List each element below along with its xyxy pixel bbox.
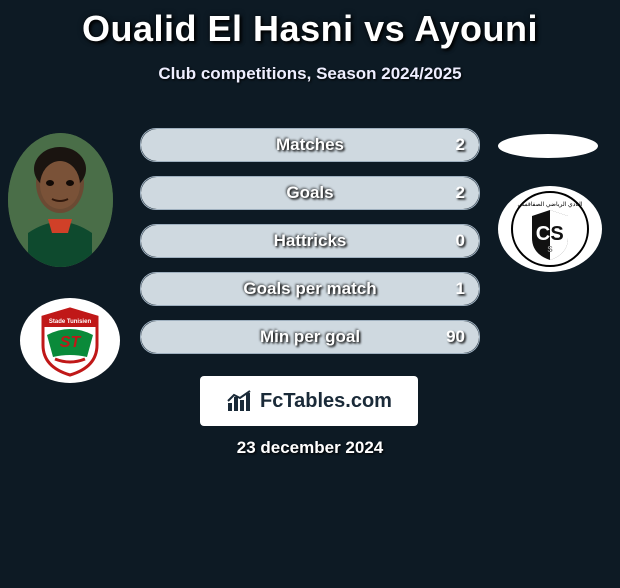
club-logo-left: Stade Tunisien ST	[20, 298, 120, 383]
date-text: 23 december 2024	[0, 438, 620, 458]
page-subtitle: Club competitions, Season 2024/2025	[0, 64, 620, 84]
stat-bar-hattricks: Hattricks 0	[140, 224, 480, 258]
chart-icon	[226, 389, 254, 413]
stat-bar-gpm: Goals per match 1	[140, 272, 480, 306]
brand-badge: FcTables.com	[200, 376, 418, 426]
stat-bar-matches: Matches 2	[140, 128, 480, 162]
stat-fill	[141, 129, 479, 161]
player-photo-left	[8, 133, 113, 267]
stat-fill	[141, 177, 479, 209]
club-logo-right: النادي الرياضي الصفاقسي C S S	[498, 186, 602, 272]
svg-text:Stade Tunisien: Stade Tunisien	[49, 319, 92, 325]
stat-bar-mpg: Min per goal 90	[140, 320, 480, 354]
brand-text: FcTables.com	[260, 390, 392, 413]
svg-text:النادي الرياضي الصفاقسي: النادي الرياضي الصفاقسي	[517, 201, 582, 208]
stat-fill	[141, 273, 479, 305]
stat-fill	[141, 321, 479, 353]
svg-text:ST: ST	[60, 334, 82, 351]
stats-area: Matches 2 Goals 2 Hattricks 0 Goals per …	[140, 128, 480, 368]
svg-text:S: S	[547, 245, 553, 254]
svg-text:S: S	[550, 223, 563, 245]
stat-fill	[141, 225, 479, 257]
svg-text:C: C	[536, 223, 550, 245]
stat-bar-goals: Goals 2	[140, 176, 480, 210]
page-title: Oualid El Hasni vs Ayouni	[0, 8, 620, 50]
player-photo-right-placeholder	[498, 134, 598, 158]
